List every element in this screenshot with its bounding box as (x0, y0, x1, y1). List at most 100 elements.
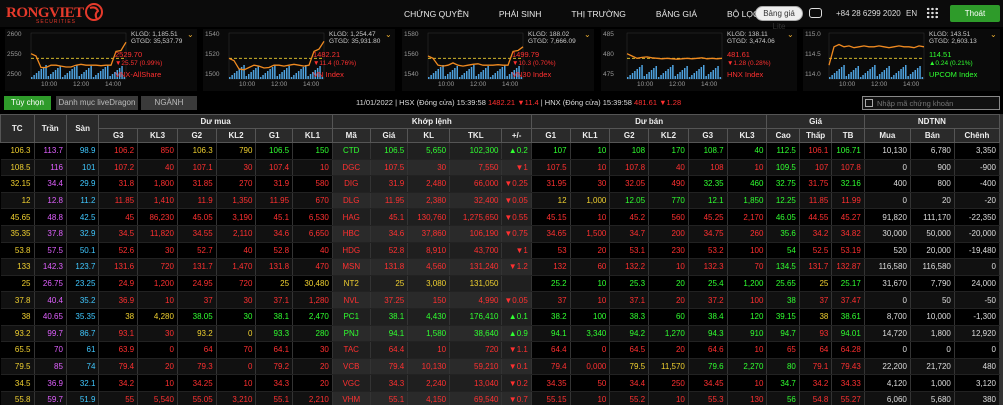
foreign-cell: 22,200 (864, 358, 911, 376)
col-ask-kl2[interactable]: KL2 (648, 128, 689, 143)
chevron-down-icon[interactable]: ⌄ (187, 30, 194, 39)
col-bid-g3[interactable]: G3 (98, 128, 139, 143)
table-row[interactable]: 93.2 99.7 86.7 93.1 30 93.2 0 93.3 280 PNJ 94.1 1,5… (0, 325, 1001, 343)
chevron-down-icon[interactable]: ⌄ (385, 30, 392, 39)
index-card[interactable]: 115.0 114.5 114.0 10:00 12:00 14:00 KLGD: 143.… (803, 29, 1000, 91)
index-card[interactable]: 1540 1520 1500 10:00 12:00 14:00 KLGD: 1,254.4… (203, 29, 395, 91)
symbol-search-input[interactable] (863, 97, 987, 109)
col-ask-g3[interactable]: G3 (687, 128, 728, 143)
nav-derivatives[interactable]: PHÁI SINH (498, 9, 542, 19)
table-row[interactable]: 53.8 57.5 50.1 52.6 30 52.7 40 52.8 40 HDG 52.8 8,9… (0, 242, 1001, 260)
lite-board-button[interactable]: Bảng giá Lite (755, 6, 803, 31)
col-bid-kl3[interactable]: KL3 (137, 128, 178, 143)
col-foreign-net[interactable]: Chênh (953, 128, 1001, 143)
col-match-volume[interactable]: KL (407, 128, 451, 143)
col-price-low[interactable]: Thấp (798, 128, 833, 143)
col-ask-g1[interactable]: G1 (530, 128, 571, 143)
tab-watchlist[interactable]: Tùy chọn (4, 96, 51, 110)
symbol[interactable]: HDG (332, 242, 371, 260)
index-card[interactable]: 1580 1560 1540 10:00 12:00 14:00 KLGD: 188.02 G… (402, 29, 594, 91)
col-match-price[interactable]: Giá (369, 128, 409, 143)
brand-logo[interactable]: RONGVIET SECURITIES (6, 3, 106, 25)
apps-grid-icon[interactable] (926, 7, 939, 19)
index-card[interactable]: 485 480 475 10:00 12:00 14:00 KLGD: 138.11 GTGD… (601, 29, 797, 91)
symbol[interactable]: DIG (332, 175, 371, 193)
vertical-scrollbar[interactable] (1000, 114, 1003, 405)
col-foreign-buy[interactable]: Mua (863, 128, 911, 143)
nav-filter[interactable]: BỘ LỌC (727, 9, 760, 19)
tab-sector[interactable]: NGÀNH (141, 96, 197, 110)
table-row[interactable]: 35.35 37.8 32.9 34.5 11,820 34.55 2,110 34.6 6,6… (0, 225, 1001, 243)
table-row[interactable]: 108.5 116 101 107.2 40 107.1 30 107.4 10 DGC 107.5… (0, 159, 1001, 177)
col-bid-kl2[interactable]: KL2 (215, 128, 257, 143)
col-ceiling[interactable]: Trần (33, 114, 67, 143)
col-bid-kl1[interactable]: KL1 (292, 128, 333, 143)
index-card[interactable]: 2600 2550 2500 10:00 12:00 14:00 KLGD: 1,185.5… (5, 29, 197, 91)
col-ref[interactable]: TC (0, 114, 35, 143)
col-price-high[interactable]: Cao (766, 128, 800, 143)
ask-cell: 25.4 (688, 275, 728, 293)
col-match-symbol[interactable]: Mã (331, 128, 371, 143)
col-match-total-volume[interactable]: TKL (449, 128, 503, 143)
price-table-body: 106.3 113.7 98.9 106.2 850 106.3 790 106.5 150 CT… (0, 142, 1001, 405)
bid-cell: 107.4 (255, 159, 294, 177)
col-foreign-sell[interactable]: Bán (909, 128, 955, 143)
chat-icon[interactable] (809, 8, 822, 18)
symbol[interactable]: DLG (332, 192, 371, 210)
col-ask-kl3[interactable]: KL3 (726, 128, 768, 143)
language-switch[interactable]: EN (906, 9, 918, 18)
table-row[interactable]: 133 142.3 123.7 131.6 720 131.7 1,470 131.8 470 M… (0, 258, 1001, 276)
add-symbol-icon[interactable] (865, 99, 873, 107)
nav-warrants[interactable]: CHỨNG QUYỀN (404, 9, 469, 19)
table-row[interactable]: 32.15 34.4 29.9 31.8 1,800 31.85 270 31.9 580 DIG… (0, 175, 1001, 193)
table-row[interactable]: 12 12.8 11.2 11.85 1,410 11.9 1,350 11.95 670 DLG… (0, 192, 1001, 210)
volume-bar (473, 65, 475, 79)
x-tick: 12:00 (470, 81, 487, 88)
col-match-change[interactable]: +/- (501, 128, 532, 143)
chevron-down-icon[interactable]: ⌄ (584, 30, 591, 39)
symbol[interactable]: HBC (332, 225, 371, 243)
table-row[interactable]: 37.8 40.4 35.2 36.9 10 37 30 37.1 1,280 NVL 37.25 1… (0, 291, 1001, 309)
table-row[interactable]: 38 40.65 35.35 38 4,280 38.05 30 38.1 2,470 PC1 38… (0, 308, 1001, 326)
col-bid-g1[interactable]: G1 (255, 128, 294, 143)
symbol[interactable]: VHM (332, 391, 371, 405)
symbol[interactable]: HAG (332, 208, 371, 226)
symbol[interactable]: PNJ (332, 325, 371, 343)
table-row[interactable]: 106.3 113.7 98.9 106.2 850 106.3 790 106.5 150 CT… (0, 142, 1001, 160)
col-floor[interactable]: Sàn (65, 114, 100, 143)
chevron-down-icon[interactable]: ⌄ (787, 30, 794, 39)
match-cell: 4,560 (407, 258, 451, 276)
match-cell: 37.25 (370, 291, 409, 309)
symbol[interactable]: NT2 (332, 275, 371, 293)
symbol[interactable]: VCB (332, 358, 371, 376)
col-bid-g2[interactable]: G2 (176, 128, 217, 143)
symbol[interactable]: VGC (332, 374, 371, 392)
volume-bar (672, 65, 674, 79)
nav-market[interactable]: THỊ TRƯỜNG (571, 9, 626, 19)
table-row[interactable]: 65.5 70 61 63.9 0 64 70 64.1 30 TAC 64.4 10 720 ▼1.1 6… (0, 341, 1001, 359)
symbol[interactable]: PC1 (332, 308, 371, 326)
tab-livedragon[interactable]: Danh mục liveDragon (56, 96, 138, 110)
logout-button[interactable]: Thoát (950, 5, 1000, 22)
volume-bar (705, 76, 707, 79)
col-price-avg[interactable]: TB (831, 128, 865, 143)
nav-price-board[interactable]: BẢNG GIÁ (655, 9, 698, 19)
symbol[interactable]: CTD (332, 142, 371, 160)
chevron-down-icon[interactable]: ⌄ (990, 30, 997, 39)
table-row[interactable]: 55.8 59.7 51.9 55 5,540 55.05 3,210 55.1 2,210 VH… (0, 391, 1001, 405)
symbol[interactable]: NVL (332, 291, 371, 309)
table-row[interactable]: 79.5 85 74 79.4 20 79.3 0 79.2 20 VCB 79.4 10,130 59… (0, 358, 1001, 376)
col-ask-kl1[interactable]: KL1 (569, 128, 611, 143)
table-row[interactable]: 25 26.75 23.25 24.9 1,200 24.95 720 25 30,480 NT2… (0, 275, 1001, 293)
y-tick: 114.0 (805, 71, 821, 78)
symbol[interactable]: TAC (332, 341, 371, 359)
symbol[interactable]: DGC (332, 159, 371, 177)
index-value: 1499.79 (512, 50, 540, 59)
ask-cell: 37.2 (688, 291, 728, 309)
symbol[interactable]: MSN (332, 258, 371, 276)
table-row[interactable]: 45.65 48.8 42.5 45 86,230 45.05 3,190 45.1 6,530… (0, 208, 1001, 226)
table-row[interactable]: 34.5 36.9 32.1 34.2 10 34.25 10 34.3 20 VGC 34.3 2,… (0, 374, 1001, 392)
col-ask-g2[interactable]: G2 (609, 128, 650, 143)
bid-cell: 720 (216, 275, 257, 293)
match-cell: 130,760 (407, 208, 451, 226)
